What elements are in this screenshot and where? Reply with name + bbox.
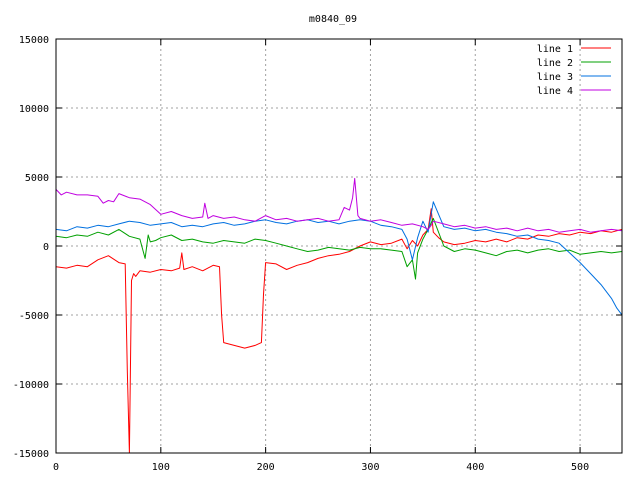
- y-tick-label: -15000: [13, 449, 49, 460]
- series-line-3: [56, 201, 622, 316]
- x-tick-label: 500: [571, 462, 589, 473]
- legend-label: line 3: [537, 72, 573, 83]
- series-line-1: [56, 208, 622, 453]
- x-tick-label: 100: [152, 462, 170, 473]
- x-tick-label: 300: [361, 462, 379, 473]
- series-line-2: [56, 217, 622, 280]
- y-tick-label: 0: [43, 242, 49, 253]
- series-line-4: [56, 177, 622, 233]
- x-tick-label: 200: [257, 462, 275, 473]
- y-tick-label: -10000: [13, 380, 49, 391]
- legend-label: line 4: [537, 86, 573, 97]
- x-tick-label: 400: [466, 462, 484, 473]
- y-tick-label: 5000: [25, 173, 49, 184]
- legend: line 1 line 2 line 3 line 4: [537, 44, 611, 97]
- y-tick-label: 15000: [19, 35, 49, 46]
- x-tick-label: 0: [53, 462, 59, 473]
- grid: [56, 39, 622, 453]
- series-lines: [56, 177, 622, 453]
- axis-ticks: 0 100 200 300 400 500 -15000 -10000 -5000 0 5000 10…: [13, 35, 622, 473]
- y-tick-label: -5000: [19, 311, 49, 322]
- chart-title: m0840_09: [309, 14, 357, 25]
- y-tick-label: 10000: [19, 104, 49, 115]
- legend-label: line 2: [537, 58, 573, 69]
- legend-label: line 1: [537, 44, 573, 55]
